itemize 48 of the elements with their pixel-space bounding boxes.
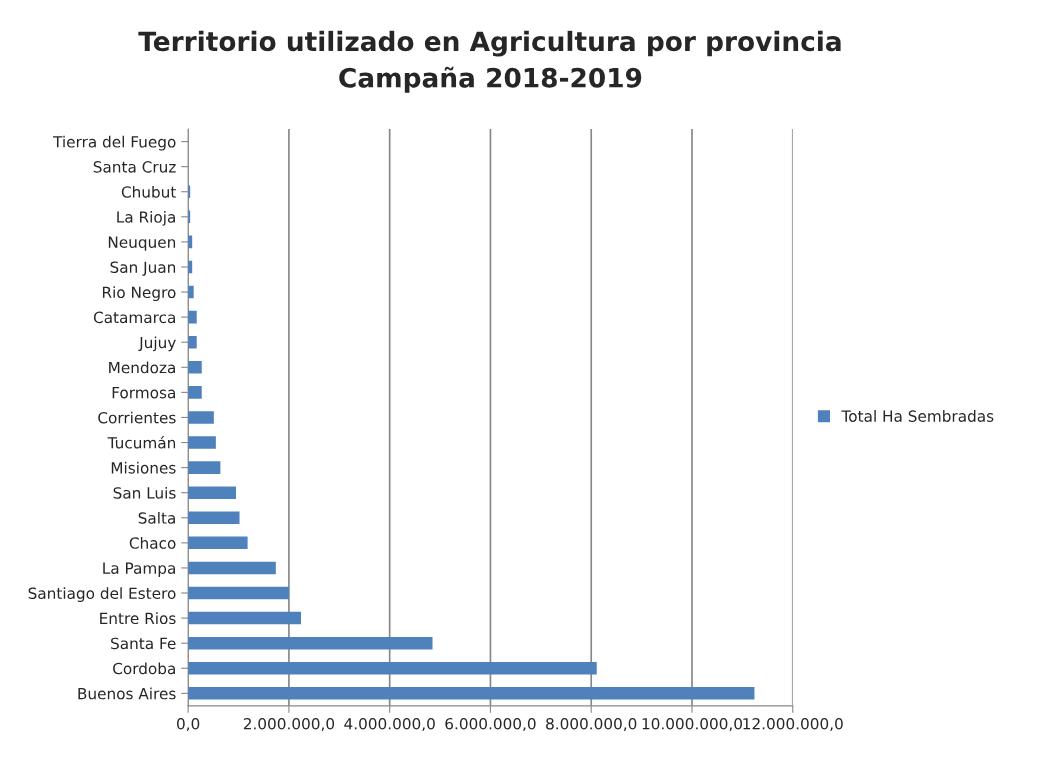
y-tick-label: Tucumán	[107, 436, 176, 449]
bar	[188, 335, 197, 349]
bar	[188, 511, 240, 525]
bar	[188, 310, 197, 324]
y-tick-label: Mendoza	[109, 361, 175, 374]
y-tick-label: La Rioja	[117, 211, 175, 226]
x-tick-label: 4.000.000,0	[344, 717, 435, 732]
y-tick-label: Misiones	[111, 461, 176, 474]
x-tick-label: 12.000.000,0	[743, 717, 843, 732]
y-tick-label: Jujuy	[138, 336, 176, 352]
bar	[188, 386, 202, 399]
bar	[188, 411, 214, 424]
bar	[188, 611, 302, 625]
y-tick-label: Chaco	[129, 537, 176, 549]
bar	[188, 687, 755, 700]
y-tick-label: Salta	[138, 511, 175, 524]
y-tick-label: Corrientes	[98, 411, 176, 424]
y-tick-label: Tierra del Fuego	[53, 135, 176, 151]
y-tick-label: Formosa	[112, 387, 175, 399]
y-tick-label: Rio Negro	[102, 286, 176, 302]
x-tick-label: 2.000.000,0	[243, 717, 335, 732]
x-tick-label: 8.000.000,0	[546, 717, 637, 732]
bar	[188, 536, 248, 550]
y-tick-label: Entre Rios	[100, 612, 176, 625]
bar	[188, 636, 433, 650]
x-tick-label: 0,0	[177, 717, 200, 732]
y-tick-label: Chubut	[121, 185, 176, 198]
y-tick-label: La Pampa	[103, 562, 175, 577]
bar	[188, 361, 202, 374]
x-tick-label: 6.000.000,0	[445, 717, 536, 732]
y-tick-label: San Luis	[113, 486, 176, 499]
y-tick-label: Catamarca	[93, 311, 175, 324]
chart-title: Territorio utilizado en Agricultura por provincia Campaña 2018-2019	[138, 30, 841, 93]
y-tick-label: San Juan	[110, 261, 176, 276]
y-tick-label: Cordoba	[113, 662, 175, 675]
y-tick-label: Neuquen	[108, 236, 176, 251]
bar	[188, 586, 289, 600]
y-tick-label: Santa Cruz	[93, 161, 176, 173]
bar	[188, 436, 216, 449]
legend-label: Total Ha Sembradas	[841, 410, 994, 422]
bar	[188, 561, 276, 575]
bar	[188, 486, 237, 499]
bar	[188, 661, 597, 675]
bar	[188, 461, 221, 474]
y-tick-label: Santa Fe	[111, 637, 176, 650]
x-tick-label: 10.000.000,0	[642, 717, 742, 732]
y-tick-label: Buenos Aires	[78, 687, 176, 700]
y-tick-label: Santiago del Estero	[28, 587, 176, 602]
